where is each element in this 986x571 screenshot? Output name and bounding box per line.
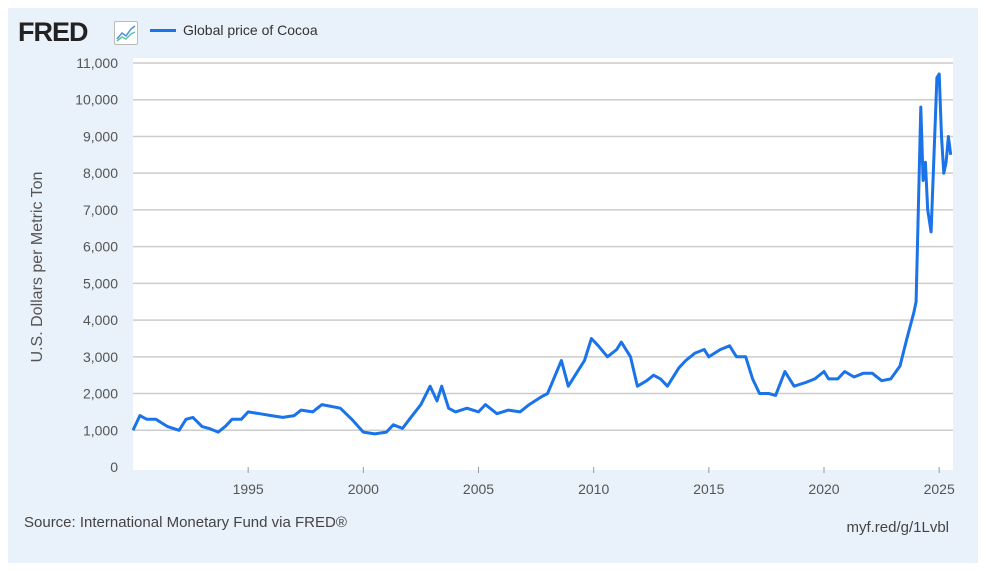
chart-line-icon[interactable] (114, 21, 138, 45)
x-tick-label: 2025 (924, 481, 955, 497)
y-tick-label: 1,000 (83, 422, 118, 438)
fred-logo[interactable]: FRED (18, 17, 88, 47)
y-tick-label: 3,000 (83, 349, 118, 365)
y-tick-label: 9,000 (83, 128, 118, 144)
y-tick-label: 2,000 (83, 386, 118, 402)
x-tick-label: 2020 (808, 481, 839, 497)
y-tick-label: 11,000 (76, 55, 118, 71)
y-tick-label: 7,000 (83, 202, 118, 218)
legend[interactable]: Global price of Cocoa (150, 22, 318, 38)
y-tick-label: 4,000 (83, 312, 118, 328)
series-line-global-price-of-cocoa (131, 72, 953, 436)
source-note: Source: International Monetary Fund via … (24, 514, 347, 531)
x-tick-label: 2015 (693, 481, 724, 497)
y-axis-label: U.S. Dollars per Metric Ton (29, 172, 46, 363)
x-tick-label: 2010 (578, 481, 609, 497)
x-tick-label: 1995 (233, 481, 264, 497)
y-tick-label: 10,000 (75, 92, 118, 108)
short-link[interactable]: myf.red/g/1Lvbl (846, 519, 949, 536)
y-tick-label: 0 (110, 459, 118, 475)
x-tick-label: 2000 (348, 481, 379, 497)
legend-label: Global price of Cocoa (183, 22, 318, 38)
plot-area (133, 58, 953, 470)
y-tick-label: 6,000 (83, 239, 118, 255)
y-tick-label: 5,000 (83, 275, 118, 291)
y-tick-label: 8,000 (83, 165, 118, 181)
legend-swatch (150, 28, 176, 32)
x-tick-label: 2005 (463, 481, 494, 497)
